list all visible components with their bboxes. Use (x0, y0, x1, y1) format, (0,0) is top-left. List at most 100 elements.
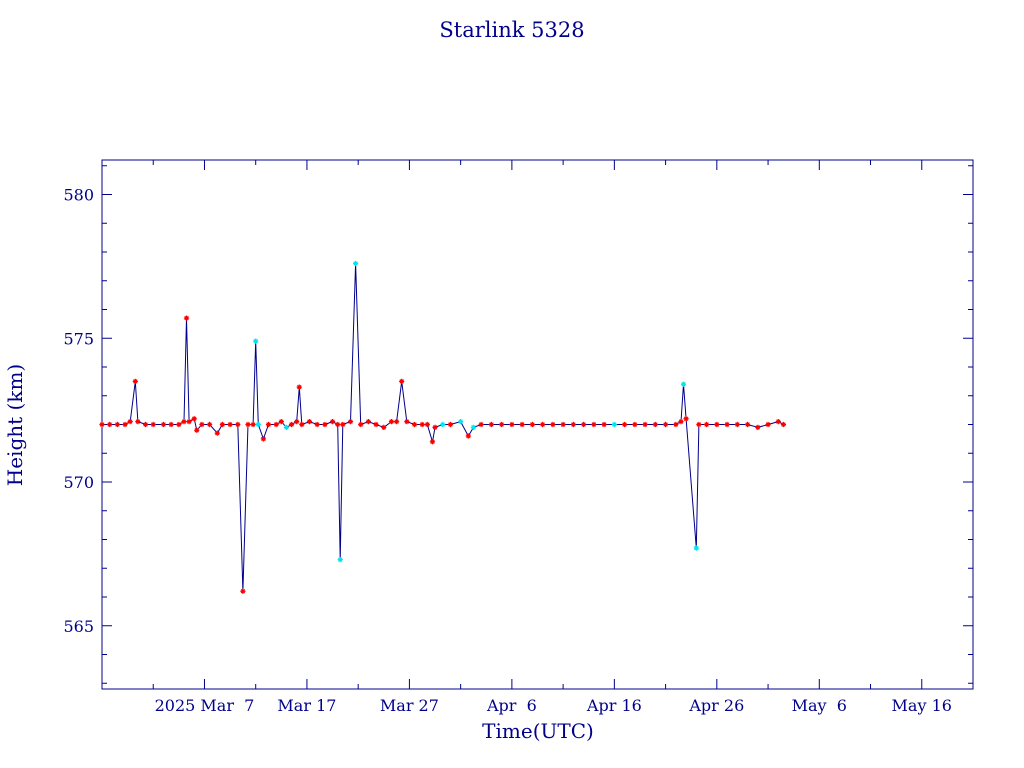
data-point-marker (288, 421, 295, 428)
y-tick-label: 580 (63, 186, 94, 205)
data-point-marker (673, 421, 679, 428)
x-tick-label: Mar 17 (277, 696, 336, 715)
data-point-marker (365, 419, 372, 425)
data-point-marker (235, 421, 241, 428)
data-point-marker (419, 421, 425, 428)
data-point-marker (381, 424, 387, 430)
data-point-marker (394, 419, 400, 425)
data-point-marker (509, 421, 515, 428)
data-point-marker (499, 421, 505, 428)
data-point-marker (245, 421, 251, 428)
data-point-marker (550, 421, 556, 428)
data-point-marker (560, 421, 566, 428)
data-point-marker (296, 384, 302, 390)
data-point-marker (714, 421, 720, 428)
data-point-marker (404, 419, 410, 425)
data-point-marker (335, 421, 341, 428)
x-axis: 2025 Mar 7 Mar 17 Mar 27 Apr 6 Apr 16 Apr 26 M… (101, 160, 974, 715)
x-tick-label: Apr 26 (688, 696, 744, 715)
data-point-marker (519, 421, 525, 428)
data-point-marker (265, 421, 272, 428)
data-point-marker (358, 421, 364, 428)
data-point-marker (114, 421, 120, 428)
data-point-marker (570, 421, 576, 428)
data-point-marker (724, 421, 730, 428)
y-tick-label: 575 (63, 329, 94, 348)
data-point-marker (142, 421, 149, 428)
data-point-marker (680, 381, 687, 387)
data-point-marker (622, 421, 628, 428)
data-point-marker (488, 421, 494, 428)
data-point-marker (255, 421, 261, 428)
data-point-marker (591, 421, 597, 428)
data-point-marker (329, 419, 336, 425)
data-point-marker (652, 421, 658, 428)
data-point-marker (199, 421, 205, 428)
data-point-marker (127, 419, 133, 425)
x-tick-label: Mar 27 (380, 696, 439, 715)
data-point-marker (107, 421, 113, 428)
data-point-marker (160, 421, 167, 428)
data-point-marker (337, 557, 343, 563)
data-point-marker (283, 424, 290, 430)
data-point-marker (214, 430, 220, 436)
data-point-marker (168, 421, 174, 428)
data-point-marker (744, 421, 751, 428)
data-point-marker (432, 424, 438, 430)
data-point-marker (219, 421, 226, 428)
data-point-marker (273, 421, 279, 428)
data-point-marker (373, 421, 379, 428)
data-point-marker (135, 419, 141, 425)
data-point-marker (347, 419, 354, 425)
data-point-marker (678, 419, 684, 425)
data-point-marker (322, 421, 328, 428)
height-series-line (102, 263, 784, 592)
y-axis: 565 570 575 580 (63, 165, 973, 684)
data-point-marker (470, 424, 477, 430)
data-point-marker (478, 421, 484, 428)
data-point-marker (775, 419, 781, 425)
x-tick-label: 2025 Mar 7 (155, 696, 255, 715)
data-point-marker (183, 315, 190, 321)
x-tick-label: May 6 (792, 696, 847, 715)
height-markers (99, 260, 787, 594)
data-point-marker (227, 421, 233, 428)
data-point-marker (388, 419, 395, 425)
data-point-marker (176, 421, 182, 428)
data-point-marker (399, 378, 405, 384)
data-point-marker (755, 424, 761, 430)
data-point-marker (642, 421, 648, 428)
data-point-marker (696, 421, 702, 428)
x-tick-label: Apr 6 (486, 696, 537, 715)
y-tick-label: 570 (63, 473, 94, 492)
data-point-marker (611, 421, 617, 428)
data-point-marker (99, 421, 105, 428)
data-point-marker (424, 421, 430, 428)
data-point-marker (411, 421, 418, 428)
data-point-marker (132, 378, 138, 384)
data-point-marker (581, 421, 587, 428)
y-tick-label: 565 (63, 617, 94, 636)
data-point-marker (206, 421, 213, 428)
data-point-marker (186, 419, 192, 425)
data-point-marker (429, 439, 436, 445)
data-point-marker (253, 338, 259, 344)
data-point-marker (632, 421, 638, 428)
x-axis-label: Time(UTC) (482, 719, 594, 743)
data-point-marker (447, 421, 453, 428)
data-point-marker (150, 421, 156, 428)
x-tick-label: Apr 16 (586, 696, 642, 715)
data-point-marker (440, 421, 446, 428)
data-point-marker (314, 421, 320, 428)
data-point-marker (299, 421, 305, 428)
data-point-marker (693, 545, 699, 551)
data-point-marker (601, 421, 607, 428)
data-point-marker (240, 588, 246, 594)
data-point-marker (765, 421, 771, 428)
data-point-marker (250, 421, 256, 428)
data-point-marker (340, 421, 346, 428)
data-point-marker (294, 419, 300, 425)
data-point-marker (540, 421, 546, 428)
x-tick-label: May 16 (892, 696, 952, 715)
